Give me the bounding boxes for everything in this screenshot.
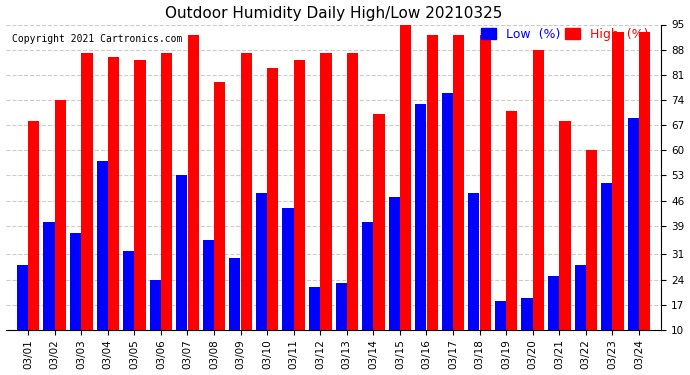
Bar bbox=[188, 35, 199, 366]
Legend: Low  (%), High  (%): Low (%), High (%) bbox=[481, 28, 649, 41]
Bar bbox=[469, 194, 480, 366]
Bar bbox=[613, 32, 624, 366]
Bar bbox=[400, 24, 411, 366]
Bar bbox=[560, 122, 571, 366]
Bar bbox=[639, 32, 650, 366]
Bar bbox=[506, 111, 518, 366]
Bar bbox=[241, 53, 252, 366]
Bar bbox=[628, 118, 639, 366]
Bar bbox=[176, 176, 187, 366]
Bar bbox=[28, 122, 39, 366]
Bar bbox=[362, 222, 373, 366]
Bar bbox=[495, 301, 506, 366]
Bar bbox=[586, 150, 597, 366]
Bar bbox=[150, 279, 161, 366]
Bar bbox=[135, 60, 146, 366]
Bar bbox=[267, 68, 278, 366]
Bar bbox=[522, 297, 533, 366]
Bar bbox=[256, 194, 267, 366]
Bar bbox=[309, 287, 320, 366]
Text: Copyright 2021 Cartronics.com: Copyright 2021 Cartronics.com bbox=[12, 34, 182, 44]
Bar bbox=[388, 197, 400, 366]
Bar bbox=[442, 93, 453, 366]
Bar bbox=[347, 53, 358, 366]
Bar bbox=[203, 240, 214, 366]
Bar bbox=[426, 35, 437, 366]
Bar bbox=[575, 265, 586, 366]
Bar bbox=[97, 161, 108, 366]
Title: Outdoor Humidity Daily High/Low 20210325: Outdoor Humidity Daily High/Low 20210325 bbox=[165, 6, 502, 21]
Bar bbox=[214, 82, 226, 366]
Bar bbox=[453, 35, 464, 366]
Bar bbox=[17, 265, 28, 366]
Bar bbox=[70, 233, 81, 366]
Bar bbox=[480, 35, 491, 366]
Bar bbox=[335, 283, 346, 366]
Bar bbox=[108, 57, 119, 366]
Bar bbox=[55, 100, 66, 366]
Bar bbox=[229, 258, 240, 366]
Bar bbox=[161, 53, 172, 366]
Bar bbox=[548, 276, 559, 366]
Bar bbox=[415, 104, 426, 366]
Bar bbox=[294, 60, 305, 366]
Bar bbox=[601, 183, 612, 366]
Bar bbox=[533, 50, 544, 366]
Bar bbox=[123, 251, 135, 366]
Bar bbox=[81, 53, 92, 366]
Bar bbox=[373, 114, 384, 366]
Bar bbox=[43, 222, 55, 366]
Bar bbox=[282, 208, 293, 366]
Bar bbox=[320, 53, 331, 366]
